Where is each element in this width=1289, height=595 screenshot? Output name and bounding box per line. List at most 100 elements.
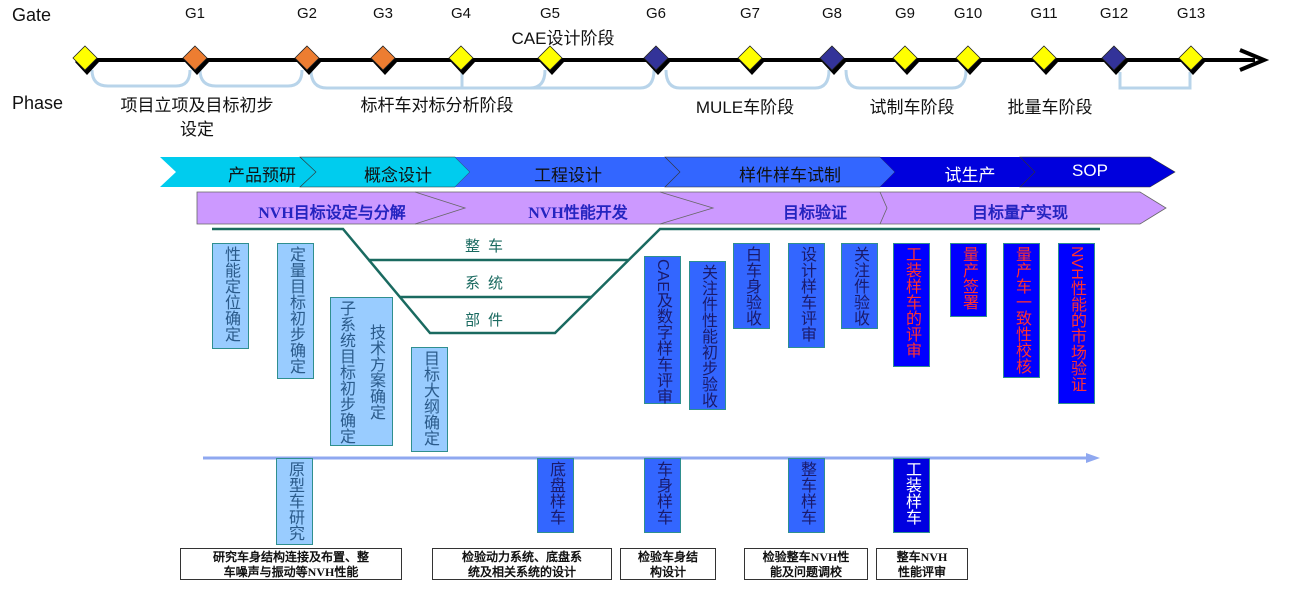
level-funnel xyxy=(212,227,1100,335)
gate-diamond xyxy=(1031,45,1057,71)
gate-diamond xyxy=(737,45,763,71)
prototype-box: 整车样车 xyxy=(788,458,825,533)
prototype-box: 底盘样车 xyxy=(537,458,574,533)
caption-line: 性能评审 xyxy=(897,565,946,579)
prototype-box: 工装样车 xyxy=(893,458,930,533)
gate-name: G5 xyxy=(539,5,561,22)
nvh-stage-label: NVH性能开发 xyxy=(528,205,628,222)
caption-box: 研究车身结构连接及布置、整 车噪声与振动等NVH性能 xyxy=(180,548,402,580)
caption-line: 检验整车NVH性 xyxy=(762,550,850,564)
gate-diamond xyxy=(537,45,563,71)
gate-name: G13 xyxy=(1176,5,1206,22)
nvh-stage-label: 目标验证 xyxy=(782,205,848,222)
task-box: 目标大纲确定 xyxy=(411,347,448,452)
bracket xyxy=(198,69,304,88)
level-vehicle: 整车 xyxy=(465,237,512,255)
prototype-box: 车身样车 xyxy=(644,458,681,533)
chevron-stage-6 xyxy=(1019,156,1176,188)
gate-name: G4 xyxy=(450,5,472,22)
caption-line: 构设计 xyxy=(649,565,686,579)
phase-mass: 批量车阶段 xyxy=(1007,98,1093,117)
gate-diamond xyxy=(1178,45,1204,71)
task-box: 量产车一致性校核 xyxy=(1003,243,1040,378)
task-box: 性能定位确定 xyxy=(212,243,249,349)
task-box: 定量目标初步确定 xyxy=(277,243,314,379)
gate-diamond xyxy=(370,45,396,71)
prototype-box: 原型车研究 xyxy=(276,458,313,545)
phase-label: Phase xyxy=(12,93,64,113)
gate-label: Gate xyxy=(12,5,52,25)
nvh-separator xyxy=(659,191,715,225)
chevron-stage-5 xyxy=(880,157,1035,187)
gate-name: G3 xyxy=(372,5,394,22)
gate-diamond xyxy=(955,45,981,71)
task-box: NVH性能的市场验证 xyxy=(1058,243,1095,404)
caption-line: 研究车身结构连接及布置、整 xyxy=(212,550,369,564)
gate-name: G2 xyxy=(296,5,318,22)
gate-diamond xyxy=(819,45,845,71)
task-box: CAE及数字样车评审 xyxy=(644,256,681,404)
phase-project-setup: 项目立项及目标初步 设定 xyxy=(121,94,274,142)
gate-diamond xyxy=(448,45,474,71)
phase-trial: 试制车阶段 xyxy=(869,98,955,117)
stage-label: 试生产 xyxy=(944,166,996,185)
nvh-chevrons xyxy=(196,191,1167,225)
gate-diamond xyxy=(294,45,320,71)
caption-line: 整车NVH xyxy=(896,550,948,564)
gate-name: G11 xyxy=(1030,5,1058,22)
phase-brackets xyxy=(90,69,1192,90)
gate-name: G6 xyxy=(645,5,667,22)
gate-diamond xyxy=(182,45,208,71)
gate-name: G8 xyxy=(821,5,843,22)
phase-project-setup-line: 设定 xyxy=(180,120,214,139)
gate-name: G10 xyxy=(953,5,983,22)
phase-mule: MULE车阶段 xyxy=(695,98,795,117)
bracket xyxy=(844,69,968,90)
caption-line: 统及相关系统的设计 xyxy=(467,565,576,579)
chevron-stage-1 xyxy=(160,157,336,187)
phase-project-setup-line: 项目立项及目标初步 xyxy=(120,96,274,115)
task-text: 子系统目标初步确定 xyxy=(337,300,354,444)
stage-label: 样件样车试制 xyxy=(739,166,841,185)
caption-line: 检验车身结 xyxy=(637,550,698,564)
gate-name: G1 xyxy=(184,5,206,22)
caption-line: 车噪声与振动等NVH性能 xyxy=(223,565,359,579)
gate-name: G12 xyxy=(1099,5,1129,22)
caption-box: 检验整车NVH性 能及问题调校 xyxy=(744,548,868,580)
nvh-stage-label: NVH目标设定与分解 xyxy=(258,205,406,222)
task-box: 量产签署 xyxy=(950,243,987,317)
chevron-stage-3 xyxy=(455,157,680,187)
nvh-stage-label: 目标量产实现 xyxy=(971,205,1069,222)
level-system: 系统 xyxy=(465,274,512,292)
gate-name: G9 xyxy=(894,5,916,22)
gate-diamond xyxy=(1101,45,1127,71)
stage-label: SOP xyxy=(1072,161,1108,180)
task-box: 设计样车评审 xyxy=(788,243,825,348)
task-box: 关注件验收 xyxy=(841,243,878,329)
bracket xyxy=(664,69,831,90)
gate-diamond xyxy=(643,45,669,71)
gate-diamond xyxy=(892,45,918,71)
stage-label: 产品预研 xyxy=(228,166,296,185)
bracket xyxy=(309,69,656,90)
task-box xyxy=(330,297,393,446)
prototype-arrowhead xyxy=(1086,453,1100,463)
stage-label: 概念设计 xyxy=(364,166,432,185)
caption-box: 整车NVH 性能评审 xyxy=(876,548,968,580)
gate-name: G7 xyxy=(739,5,761,22)
nvh-separator xyxy=(414,191,467,225)
caption-line: 能及问题调校 xyxy=(769,565,842,579)
level-component: 部件 xyxy=(465,311,512,329)
bracket xyxy=(90,69,192,88)
bracket xyxy=(460,69,547,90)
caption-box: 检验动力系统、底盘系 统及相关系统的设计 xyxy=(432,548,612,580)
bracket xyxy=(1118,72,1192,90)
stage-label: 工程设计 xyxy=(534,166,602,185)
nvh-separator xyxy=(879,191,888,225)
task-box: 白车身验收 xyxy=(733,243,770,329)
stage-chevrons xyxy=(160,156,1176,188)
task-box: 工装样车的评审 xyxy=(893,243,930,367)
task-box: 关注件性能初步验收 xyxy=(689,261,726,410)
timeline-arrowhead xyxy=(1239,48,1270,72)
